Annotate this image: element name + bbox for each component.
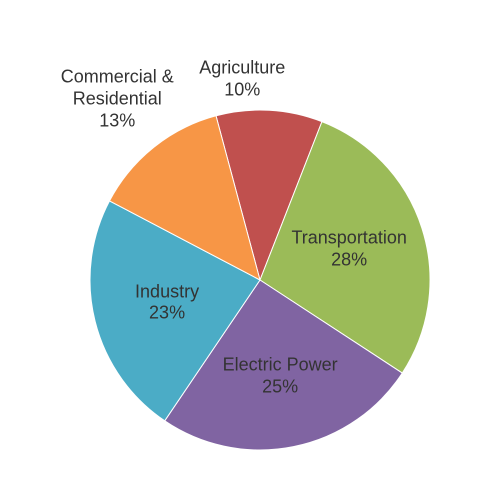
emissions-pie-chart: Agriculture 10%Transportation 28%Electri… xyxy=(0,0,500,500)
pie-svg xyxy=(0,0,500,500)
